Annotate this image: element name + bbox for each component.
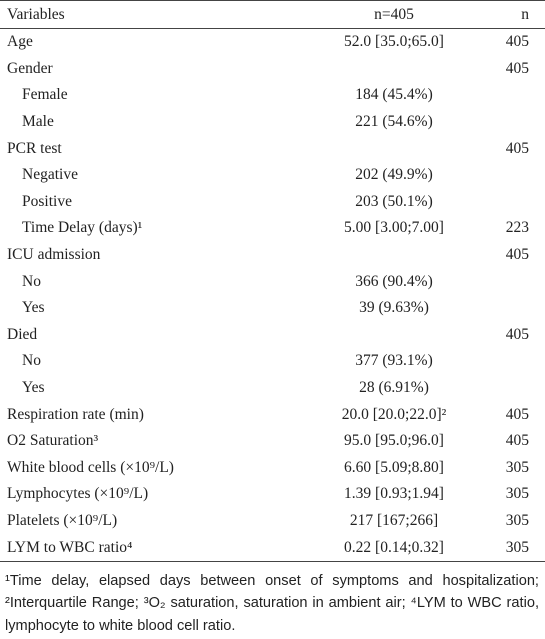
row-value: 217 [167;266]: [349, 511, 439, 529]
sub-row: Positive 203 (50.1%): [0, 189, 545, 216]
row-n: 405: [505, 59, 529, 77]
row-value: 366 (90.4%): [355, 272, 433, 290]
row-label: Gender: [7, 59, 53, 77]
row-label: Respiration rate (min): [7, 405, 144, 423]
row: Lymphocytes (×10⁹/L) 1.39 [0.93;1.94] 305: [0, 481, 545, 508]
cell: [469, 348, 545, 375]
cell: [239, 56, 469, 83]
sub-row: Male 221 (54.6%): [0, 109, 545, 136]
header-row: Variables n=405 n: [0, 0, 545, 29]
row-label: No: [22, 352, 41, 370]
row-label: Died: [7, 325, 38, 343]
row-label: Platelets (×10⁹/L): [7, 511, 118, 529]
cell: [469, 189, 545, 216]
row-value: 20.0 [20.0;22.0]²: [341, 405, 447, 423]
cell: [469, 82, 545, 109]
row-n: 305: [505, 511, 529, 529]
row-value: 184 (45.4%): [355, 86, 433, 104]
row-label: Time Delay (days)¹: [22, 219, 143, 237]
row-value: 0.22 [0.14;0.32]: [344, 538, 444, 556]
row-label: Negative: [22, 166, 78, 184]
row: ICU admission 405: [0, 242, 545, 269]
sub-row: Yes 28 (6.91%): [0, 375, 545, 402]
row: Gender 405: [0, 56, 545, 83]
row-n: 305: [505, 538, 529, 556]
row-value: 39 (9.63%): [359, 299, 429, 317]
row: White blood cells (×10⁹/L) 6.60 [5.09;8.8…: [0, 455, 545, 482]
row: Platelets (×10⁹/L) 217 [167;266] 305: [0, 508, 545, 535]
row-label: No: [22, 272, 41, 290]
row: PCR test 405: [0, 135, 545, 162]
row-n: 305: [505, 485, 529, 503]
row-value: 202 (49.9%): [355, 166, 433, 184]
table-body: Age 52.0 [35.0;65.0] 405 Gender 405 Female 184…: [0, 29, 545, 562]
cell: [469, 162, 545, 189]
row-n: 405: [505, 33, 529, 51]
row-label: Lymphocytes (×10⁹/L): [7, 485, 149, 503]
cell: [239, 322, 469, 349]
row-value: 1.39 [0.93;1.94]: [344, 485, 444, 503]
row-label: ICU admission: [7, 246, 101, 264]
row-n: 405: [505, 246, 529, 264]
footnote: ¹Time delay, elapsed days between onset …: [5, 572, 539, 634]
row-label: LYM to WBC ratio⁴: [7, 538, 133, 556]
row-label: Yes: [22, 299, 45, 317]
row-label: White blood cells (×10⁹/L): [7, 458, 174, 476]
row: O2 Saturation³ 95.0 [95.0;96.0] 405: [0, 428, 545, 455]
sub-row: Negative 202 (49.9%): [0, 162, 545, 189]
row-label: O2 Saturation³: [7, 432, 99, 450]
row-value: 5.00 [3.00;7.00]: [344, 219, 444, 237]
row-value: 52.0 [35.0;65.0]: [344, 33, 444, 51]
cell: [469, 295, 545, 322]
row-value: 6.60 [5.09;8.80]: [344, 458, 444, 476]
sub-row: Time Delay (days)¹ 5.00 [3.00;7.00] 223: [0, 215, 545, 242]
header-cell: n: [469, 0, 545, 29]
row-n: 305: [505, 458, 529, 476]
sub-row: Female 184 (45.4%): [0, 82, 545, 109]
row-value: 95.0 [95.0;96.0]: [344, 432, 444, 450]
row: LYM to WBC ratio⁴ 0.22 [0.14;0.32] 305: [0, 534, 545, 561]
row-n: 405: [505, 139, 529, 157]
cell: [469, 268, 545, 295]
sub-row: Yes 39 (9.63%): [0, 295, 545, 322]
row-label: Yes: [22, 379, 45, 397]
row-value: 221 (54.6%): [355, 113, 433, 131]
row-label: Age: [7, 33, 33, 51]
cell: [239, 135, 469, 162]
row-n: 405: [505, 405, 529, 423]
row-label: Male: [22, 113, 54, 131]
row-value: 377 (93.1%): [355, 352, 433, 370]
row-value: 203 (50.1%): [355, 192, 433, 210]
row-n: 223: [505, 219, 529, 237]
cell: [469, 375, 545, 402]
row-value: 28 (6.91%): [359, 379, 429, 397]
row-label: PCR test: [7, 139, 62, 157]
sub-row: No 377 (93.1%): [0, 348, 545, 375]
row-n: 405: [505, 325, 529, 343]
row-label: Positive: [22, 192, 72, 210]
header-cell: Variables: [0, 0, 239, 29]
row: Age 52.0 [35.0;65.0] 405: [0, 29, 545, 56]
header-cell: n=405: [239, 0, 469, 29]
sub-row: No 366 (90.4%): [0, 268, 545, 295]
cell: [239, 242, 469, 269]
row-n: 405: [505, 432, 529, 450]
row-label: Female: [22, 86, 68, 104]
row: Respiration rate (min) 20.0 [20.0;22.0]² 4…: [0, 401, 545, 428]
cell: [469, 109, 545, 136]
data-table: Variables n=405 n Age 52.0 [35.0;65.0] 405…: [0, 0, 545, 562]
row: Died 405: [0, 322, 545, 349]
